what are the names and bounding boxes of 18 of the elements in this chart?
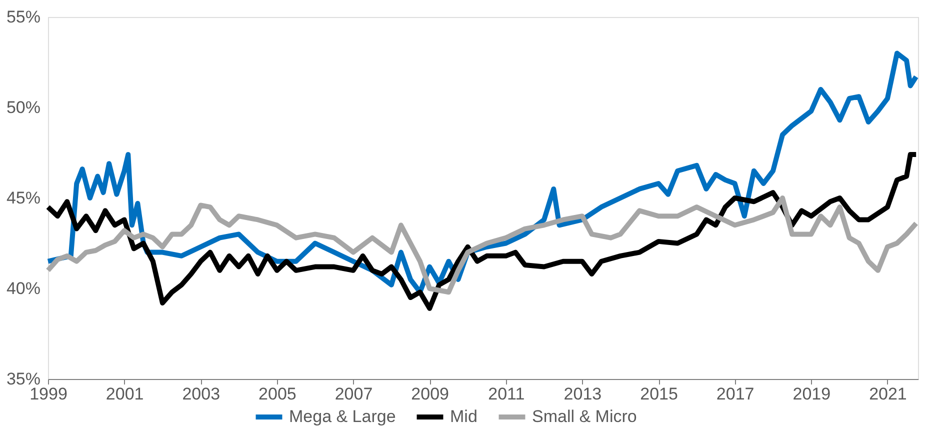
x-tick-label: 2011: [488, 384, 525, 404]
x-tick-label: 2019: [792, 384, 831, 404]
legend-label: Small & Micro: [532, 407, 637, 426]
x-tick-label: 2021: [869, 384, 907, 404]
legend-label: Mid: [450, 407, 478, 426]
x-tick-label: 2003: [182, 384, 220, 404]
x-tick-label: 2001: [106, 384, 144, 404]
x-tick-label: 2015: [640, 384, 678, 404]
x-tick-label: 2005: [258, 384, 296, 404]
x-tick-label: 2009: [411, 384, 449, 404]
x-tick-label: 2017: [716, 384, 754, 404]
y-tick-label: 50%: [6, 98, 40, 117]
x-tick-label: 2013: [564, 384, 602, 404]
y-tick-label: 45%: [6, 188, 40, 208]
y-tick-label: 40%: [6, 279, 40, 298]
legend-label: Mega & Large: [289, 407, 396, 426]
y-tick-label: 55%: [6, 8, 40, 26]
x-tick-label: 2007: [334, 384, 373, 404]
